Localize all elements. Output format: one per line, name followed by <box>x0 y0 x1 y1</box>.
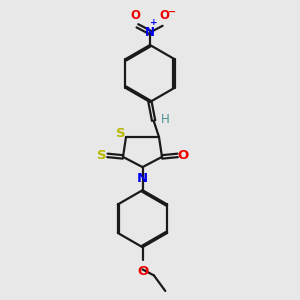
Text: O: O <box>137 265 148 278</box>
Text: O: O <box>160 9 170 22</box>
Text: H: H <box>161 112 170 126</box>
Text: N: N <box>137 172 148 185</box>
Text: S: S <box>116 127 126 140</box>
Text: O: O <box>177 149 188 162</box>
Text: O: O <box>130 9 140 22</box>
Text: S: S <box>98 149 107 162</box>
Text: +: + <box>150 18 158 27</box>
Text: −: − <box>168 7 176 17</box>
Text: N: N <box>145 26 155 39</box>
